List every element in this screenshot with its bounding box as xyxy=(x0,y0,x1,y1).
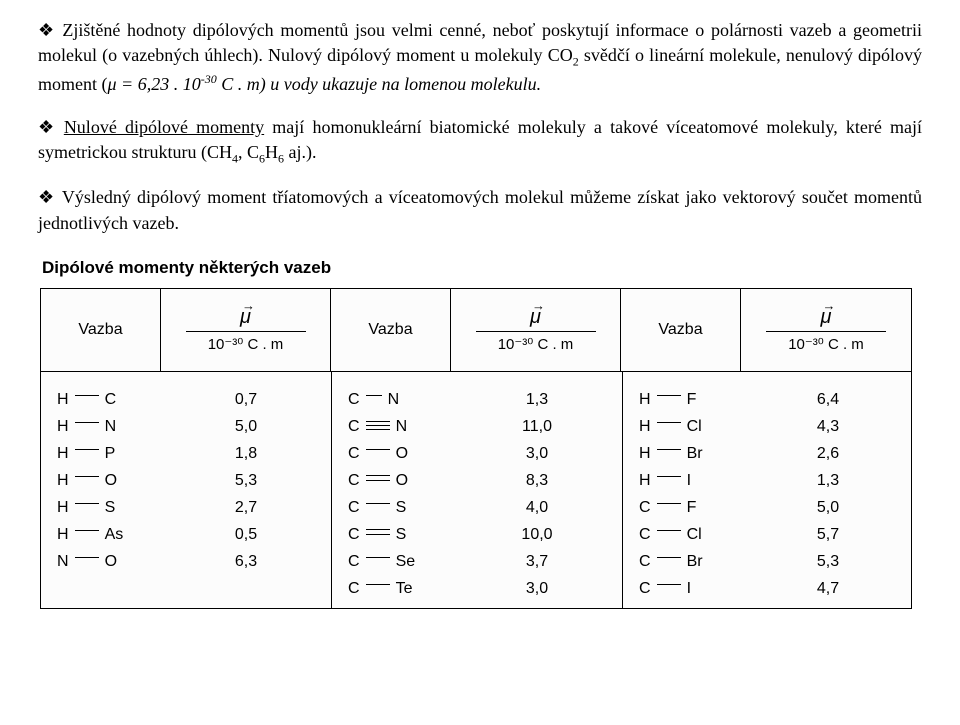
table-row: 10,0 xyxy=(452,521,622,548)
table-row: CS xyxy=(348,521,452,548)
bond-column: CNCNCOCOCSCSCSeCTe xyxy=(332,372,452,608)
table-row: CO xyxy=(348,467,452,494)
table-row: 1,8 xyxy=(161,440,331,467)
table-row: 4,7 xyxy=(743,575,913,602)
table-row: 1,3 xyxy=(743,467,913,494)
header-vazba: Vazba xyxy=(621,289,741,371)
table-header-row: Vazba→μ10⁻³⁰ C . mVazba→μ10⁻³⁰ C . mVazb… xyxy=(41,289,911,372)
p1-tail: C . m) u vody ukazuje na lomenou molekul… xyxy=(217,74,541,94)
table-row: 11,0 xyxy=(452,413,622,440)
bond-column: HFHClHBrHICFCClCBrCI xyxy=(623,372,743,608)
table-row: CF xyxy=(639,494,743,521)
table-row: CO xyxy=(348,440,452,467)
value-column: 0,75,01,85,32,70,56,3 xyxy=(161,372,331,608)
table-row: HI xyxy=(639,467,743,494)
table-row: CSe xyxy=(348,548,452,575)
p2-h: H xyxy=(265,142,278,162)
table-row: HO xyxy=(57,467,161,494)
table-row: 4,3 xyxy=(743,413,913,440)
bullet-icon: ❖ xyxy=(38,187,56,207)
table-row: 6,3 xyxy=(161,548,331,575)
table-row: CS xyxy=(348,494,452,521)
header-mu: →μ10⁻³⁰ C . m xyxy=(741,289,911,371)
header-vazba: Vazba xyxy=(41,289,161,371)
table-row: 3,0 xyxy=(452,575,622,602)
p1-mu: μ xyxy=(108,74,117,94)
table-row: 2,7 xyxy=(161,494,331,521)
table-row: 5,0 xyxy=(743,494,913,521)
table-row: CTe xyxy=(348,575,452,602)
table-row: HBr xyxy=(639,440,743,467)
value-column: 6,44,32,61,35,05,75,34,7 xyxy=(743,372,913,608)
bullet-icon: ❖ xyxy=(38,117,58,137)
table-row: 8,3 xyxy=(452,467,622,494)
table-row: 0,7 xyxy=(161,386,331,413)
table-row: HN xyxy=(57,413,161,440)
table-row: CN xyxy=(348,386,452,413)
p2-underline: Nulové dipólové momenty xyxy=(64,117,264,137)
p1-eq: = 6,23 . 10 xyxy=(117,74,201,94)
table-group: HFHClHBrHICFCClCBrCI6,44,32,61,35,05,75,… xyxy=(623,372,913,608)
table-row: HAs xyxy=(57,521,161,548)
table-row: CN xyxy=(348,413,452,440)
paragraph-1: ❖Zjištěné hodnoty dipólových momentů jso… xyxy=(38,18,922,97)
table-row: 5,7 xyxy=(743,521,913,548)
table-row: HP xyxy=(57,440,161,467)
p2-end: aj.). xyxy=(284,142,316,162)
header-vazba: Vazba xyxy=(331,289,451,371)
table-row: NO xyxy=(57,548,161,575)
table-row: 3,7 xyxy=(452,548,622,575)
table-row: 5,3 xyxy=(743,548,913,575)
value-column: 1,311,03,08,34,010,03,73,0 xyxy=(452,372,622,608)
table-row: CI xyxy=(639,575,743,602)
p3-text: Výsledný dipólový moment tříatomových a … xyxy=(38,187,922,232)
table-title: Dipólové momenty některých vazeb xyxy=(42,258,922,278)
table-row: HC xyxy=(57,386,161,413)
table-row: 4,0 xyxy=(452,494,622,521)
table-row: HCl xyxy=(639,413,743,440)
table-row: 3,0 xyxy=(452,440,622,467)
table-row: HF xyxy=(639,386,743,413)
document-page: ❖Zjištěné hodnoty dipólových momentů jso… xyxy=(0,0,960,609)
p2-c: , C xyxy=(238,142,259,162)
p1-exp: -30 xyxy=(201,72,217,86)
paragraph-2: ❖Nulové dipólové momenty mají homonukleá… xyxy=(38,115,922,168)
header-mu: →μ10⁻³⁰ C . m xyxy=(161,289,331,371)
paragraph-3: ❖Výsledný dipólový moment tříatomových a… xyxy=(38,185,922,235)
table-body: HCHNHPHOHSHAsNO0,75,01,85,32,70,56,3CNCN… xyxy=(41,372,911,608)
table-row: 5,3 xyxy=(161,467,331,494)
table-group: CNCNCOCOCSCSCSeCTe1,311,03,08,34,010,03,… xyxy=(332,372,623,608)
table-row: 0,5 xyxy=(161,521,331,548)
bond-column: HCHNHPHOHSHAsNO xyxy=(41,372,161,608)
table-row: 6,4 xyxy=(743,386,913,413)
table-row: CCl xyxy=(639,521,743,548)
table-row: 1,3 xyxy=(452,386,622,413)
dipole-table: Vazba→μ10⁻³⁰ C . mVazba→μ10⁻³⁰ C . mVazb… xyxy=(40,288,912,609)
table-row: HS xyxy=(57,494,161,521)
bullet-icon: ❖ xyxy=(38,20,56,40)
table-group: HCHNHPHOHSHAsNO0,75,01,85,32,70,56,3 xyxy=(41,372,332,608)
header-mu: →μ10⁻³⁰ C . m xyxy=(451,289,621,371)
table-row: 2,6 xyxy=(743,440,913,467)
table-row: 5,0 xyxy=(161,413,331,440)
table-row: CBr xyxy=(639,548,743,575)
